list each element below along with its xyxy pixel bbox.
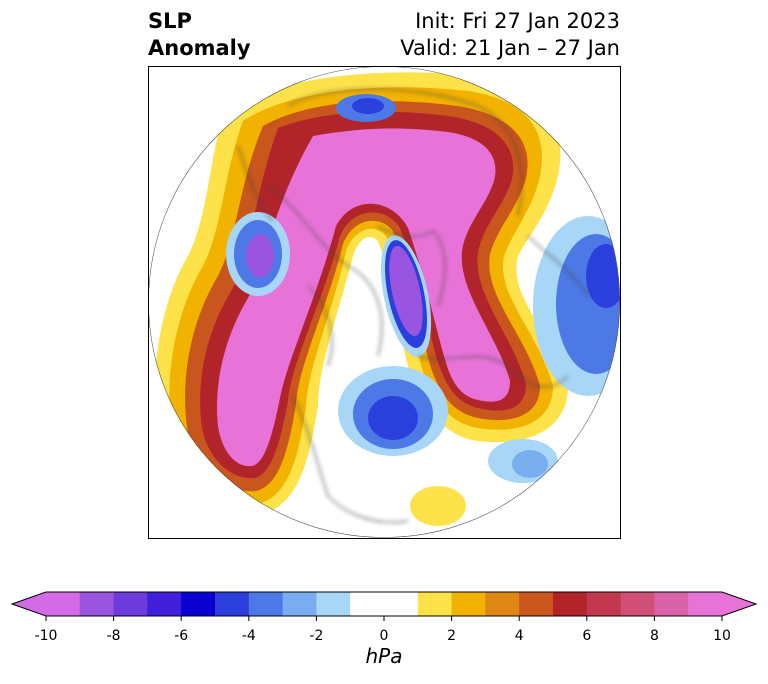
colorbar-tick-label: -4 xyxy=(242,628,256,644)
colorbar-tick-label: 6 xyxy=(582,628,591,644)
colorbar-swatches xyxy=(46,592,723,616)
title-variable: SLP xyxy=(148,9,192,33)
colorbar-swatch xyxy=(485,592,520,616)
colorbar-swatch xyxy=(350,592,419,616)
colorbar-swatch xyxy=(553,592,588,616)
low-greenland-core xyxy=(389,245,423,337)
colorbar-swatch xyxy=(688,592,723,616)
ridge-eurasia-core xyxy=(217,128,510,467)
title-variable-sub: Anomaly xyxy=(148,36,251,60)
colorbar-swatch xyxy=(417,592,453,616)
plot-title-left: SLP Anomaly xyxy=(148,8,251,62)
colorbar-unit-label: hPa xyxy=(365,644,403,668)
init-date-label: Init: Fri 27 Jan 2023 xyxy=(415,9,620,33)
colorbar-tick-label: 2 xyxy=(447,628,456,644)
colorbar-tick-label: 0 xyxy=(380,628,389,644)
plot-title-right: Init: Fri 27 Jan 2023 Valid: 21 Jan – 27… xyxy=(400,8,620,62)
colorbar-swatch xyxy=(248,592,284,616)
colorbar-tick-label: -8 xyxy=(107,628,121,644)
valid-range-label: Valid: 21 Jan – 27 Jan xyxy=(400,36,620,60)
colorbar-swatch xyxy=(519,592,554,616)
colorbar-under-arrow xyxy=(12,592,46,616)
positive-anomaly-field xyxy=(154,72,568,517)
colorbar-swatch xyxy=(586,592,622,616)
colorbar-swatch xyxy=(181,592,216,616)
colorbar-swatch xyxy=(316,592,351,616)
colorbar-tick-label: 8 xyxy=(650,628,659,644)
colorbar-swatch xyxy=(654,592,689,616)
colorbar-swatch xyxy=(147,592,182,616)
colorbar: -10 -8 -6 -4 -2 0 2 4 6 8 10 xyxy=(10,591,758,644)
low-atlantic-west-core xyxy=(246,234,274,278)
colorbar-tick-label: -10 xyxy=(35,628,58,644)
colorbar-swatch xyxy=(113,592,148,616)
coastlines xyxy=(237,88,589,523)
colorbar-swatch xyxy=(282,592,317,616)
low-polar-cap-core xyxy=(352,98,384,114)
colorbar-tick-label: -6 xyxy=(174,628,188,644)
colorbar-ticks: -10 -8 -6 -4 -2 0 2 4 6 8 10 xyxy=(35,616,731,644)
low-north-america-core xyxy=(368,396,418,440)
colorbar-swatch xyxy=(79,592,115,616)
colorbar-swatch xyxy=(451,592,486,616)
colorbar-tick-label: 10 xyxy=(713,628,731,644)
colorbar-swatch xyxy=(46,592,81,616)
colorbar-tick-label: -2 xyxy=(309,628,323,644)
colorbar-swatch xyxy=(215,592,250,616)
low-pacific-south-core xyxy=(512,450,548,478)
anomaly-map xyxy=(148,66,621,539)
high-subtropical-east xyxy=(410,486,466,526)
colorbar-over-arrow xyxy=(722,592,756,616)
colorbar-swatch xyxy=(620,592,655,616)
colorbar-tick-label: 4 xyxy=(515,628,524,644)
